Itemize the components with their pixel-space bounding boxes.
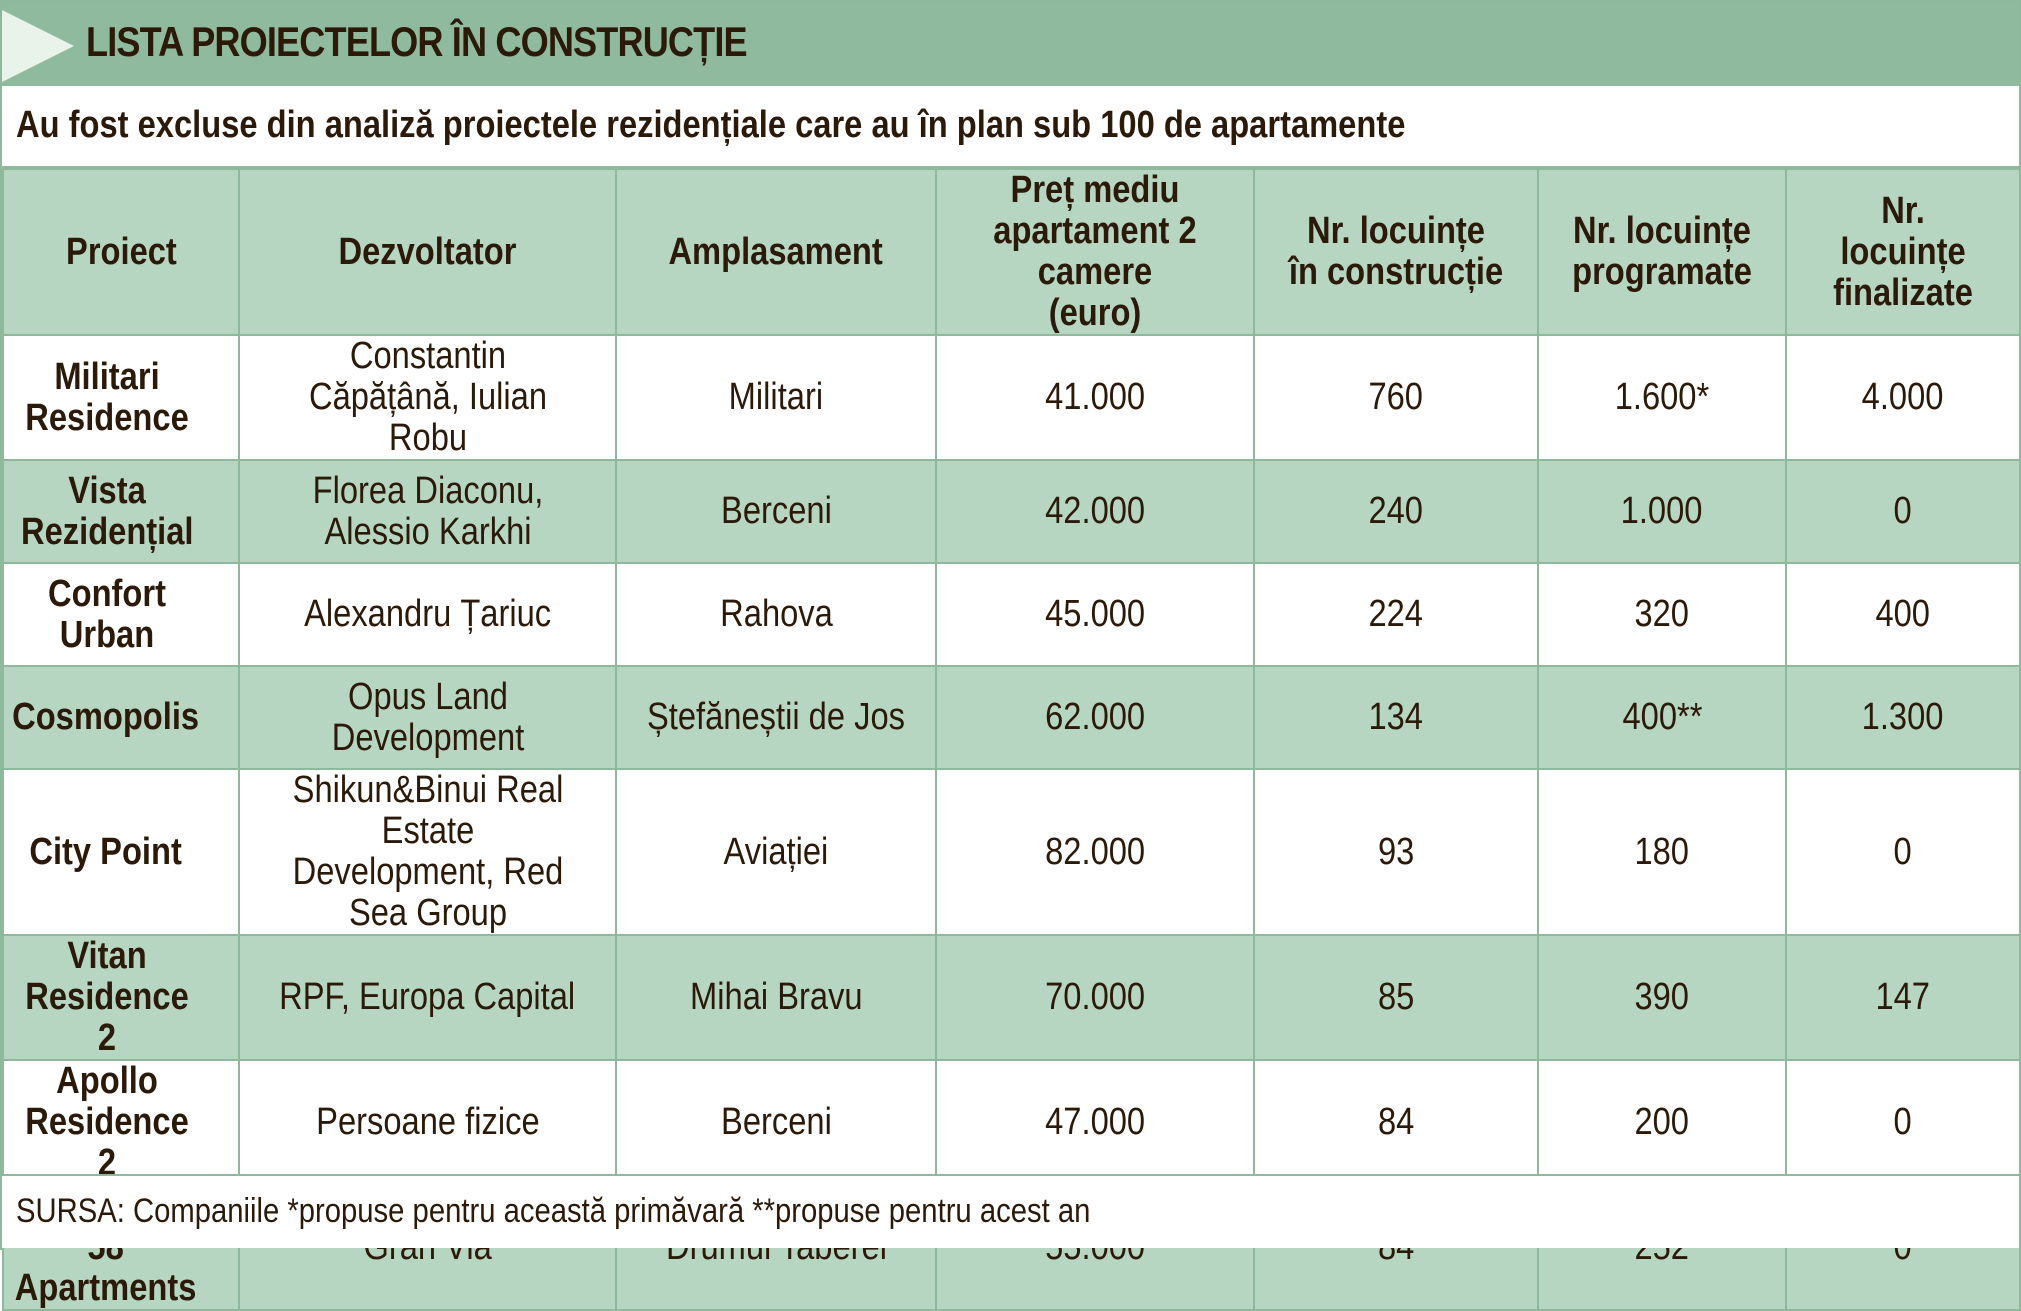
price-cell: 47.000 bbox=[935, 1059, 1255, 1186]
location-cell: Ștefăneștii de Jos bbox=[615, 665, 937, 770]
column-header: Proiect bbox=[2, 168, 240, 336]
header-row: Proiect Dezvoltator Amplasament Preț med… bbox=[2, 168, 2021, 336]
planned-cell: 320 bbox=[1537, 562, 1787, 667]
footer-bar: SURSA: Companiile *propuse pentru aceast… bbox=[2, 1174, 2019, 1248]
developer-cell: Opus Land Development bbox=[238, 665, 617, 770]
developer-cell: Shikun&Binui Real Estate Development, Re… bbox=[238, 768, 617, 936]
in-construction-cell: 85 bbox=[1253, 934, 1539, 1061]
projects-table: Proiect Dezvoltator Amplasament Preț med… bbox=[2, 168, 2021, 1311]
project-cell: Cosmopolis bbox=[2, 665, 240, 770]
project-cell: Apollo Residence 2 bbox=[2, 1059, 240, 1186]
price-cell: 42.000 bbox=[935, 459, 1255, 564]
table-row: Militari Residence Constantin Căpățână, … bbox=[2, 334, 2021, 461]
location-cell: Berceni bbox=[615, 1059, 937, 1186]
column-header: Amplasament bbox=[615, 168, 937, 336]
table-row: Vista Rezidențial Florea Diaconu, Alessi… bbox=[2, 459, 2021, 564]
developer-cell: Constantin Căpățână, Iulian Robu bbox=[238, 334, 617, 461]
column-header: Nr. locuințe în construcție bbox=[1253, 168, 1539, 336]
arrow-icon bbox=[2, 10, 74, 82]
planned-cell: 1.600* bbox=[1537, 334, 1787, 461]
column-header: Preț mediu apartament 2 camere (euro) bbox=[935, 168, 1255, 336]
location-cell: Berceni bbox=[615, 459, 937, 564]
project-cell: Confort Urban bbox=[2, 562, 240, 667]
in-construction-cell: 240 bbox=[1253, 459, 1539, 564]
table-row: Cosmopolis Opus Land Development Ștefăne… bbox=[2, 665, 2021, 770]
project-cell: City Point bbox=[2, 768, 240, 936]
column-header: Nr. locuințe programate bbox=[1537, 168, 1787, 336]
location-cell: Militari bbox=[615, 334, 937, 461]
price-cell: 62.000 bbox=[935, 665, 1255, 770]
table-row: City Point Shikun&Binui Real Estate Deve… bbox=[2, 768, 2021, 936]
in-construction-cell: 224 bbox=[1253, 562, 1539, 667]
in-construction-cell: 84 bbox=[1253, 1059, 1539, 1186]
developer-cell: RPF, Europa Capital bbox=[238, 934, 617, 1061]
price-cell: 70.000 bbox=[935, 934, 1255, 1061]
planned-cell: 400** bbox=[1537, 665, 1787, 770]
in-construction-cell: 93 bbox=[1253, 768, 1539, 936]
in-construction-cell: 134 bbox=[1253, 665, 1539, 770]
developer-cell: Persoane fizice bbox=[238, 1059, 617, 1186]
completed-cell: 1.300 bbox=[1785, 665, 2021, 770]
table-row: Apollo Residence 2 Persoane fizice Berce… bbox=[2, 1059, 2021, 1186]
planned-cell: 200 bbox=[1537, 1059, 1787, 1186]
price-cell: 82.000 bbox=[935, 768, 1255, 936]
price-cell: 45.000 bbox=[935, 562, 1255, 667]
project-cell: Vitan Residence 2 bbox=[2, 934, 240, 1061]
completed-cell: 0 bbox=[1785, 768, 2021, 936]
price-cell: 41.000 bbox=[935, 334, 1255, 461]
source-note: SURSA: Companiile *propuse pentru aceast… bbox=[16, 1192, 1091, 1230]
developer-cell: Florea Diaconu, Alessio Karkhi bbox=[238, 459, 617, 564]
in-construction-cell: 760 bbox=[1253, 334, 1539, 461]
planned-cell: 180 bbox=[1537, 768, 1787, 936]
completed-cell: 0 bbox=[1785, 459, 2021, 564]
subtitle: Au fost excluse din analiză proiectele r… bbox=[16, 104, 1406, 146]
developer-cell: Alexandru Țariuc bbox=[238, 562, 617, 667]
page-title: LISTA PROIECTELOR ÎN CONSTRUCȚIE bbox=[86, 18, 748, 65]
title-bar: LISTA PROIECTELOR ÎN CONSTRUCȚIE bbox=[2, 2, 2019, 84]
planned-cell: 390 bbox=[1537, 934, 1787, 1061]
location-cell: Mihai Bravu bbox=[615, 934, 937, 1061]
location-cell: Aviației bbox=[615, 768, 937, 936]
completed-cell: 147 bbox=[1785, 934, 2021, 1061]
column-header: Nr. locuințe finalizate bbox=[1785, 168, 2021, 336]
table-row: Confort Urban Alexandru Țariuc Rahova 45… bbox=[2, 562, 2021, 667]
column-header: Dezvoltator bbox=[238, 168, 617, 336]
subtitle-bar: Au fost excluse din analiză proiectele r… bbox=[2, 84, 2019, 168]
planned-cell: 1.000 bbox=[1537, 459, 1787, 564]
location-cell: Rahova bbox=[615, 562, 937, 667]
project-cell: Vista Rezidențial bbox=[2, 459, 240, 564]
completed-cell: 4.000 bbox=[1785, 334, 2021, 461]
completed-cell: 0 bbox=[1785, 1059, 2021, 1186]
project-cell: Militari Residence bbox=[2, 334, 240, 461]
table-row: Vitan Residence 2 RPF, Europa Capital Mi… bbox=[2, 934, 2021, 1061]
completed-cell: 400 bbox=[1785, 562, 2021, 667]
